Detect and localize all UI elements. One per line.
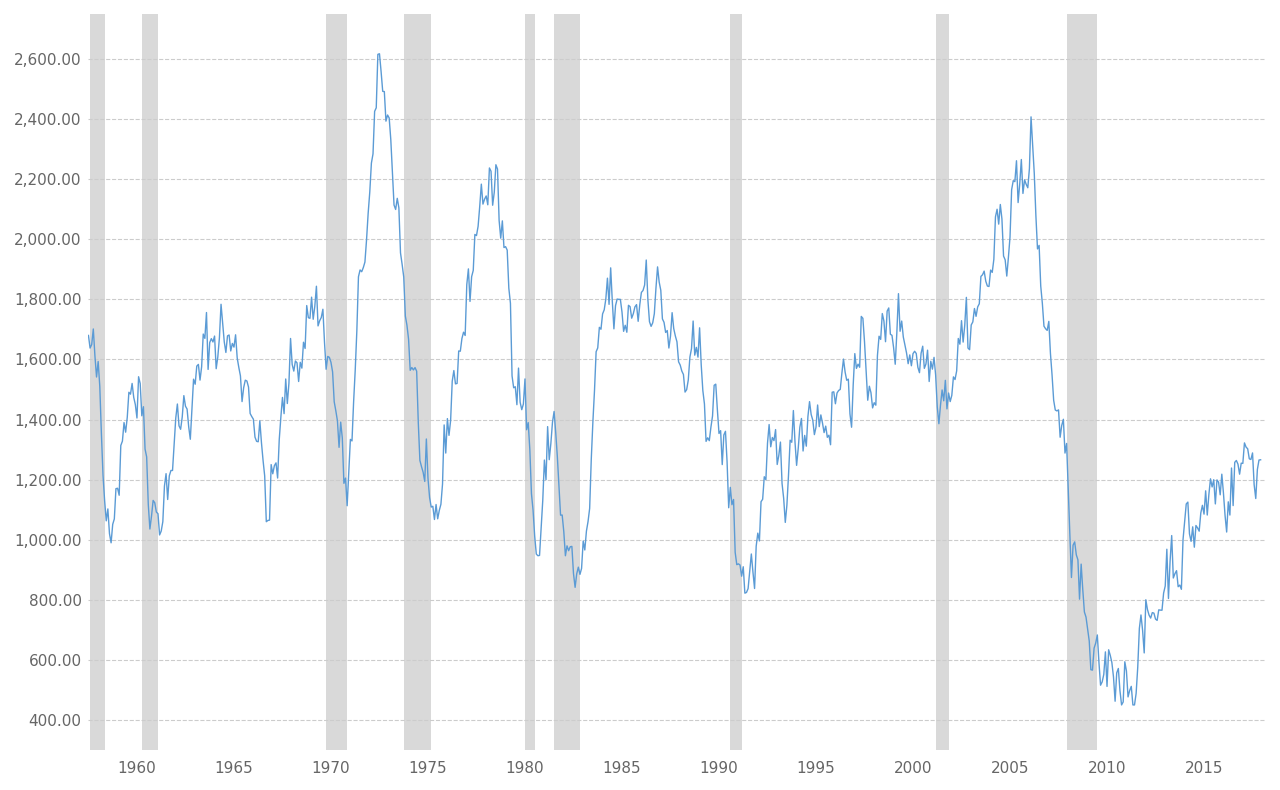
Bar: [142, 14, 157, 750]
Bar: [90, 14, 105, 750]
Bar: [1066, 14, 1097, 750]
Bar: [554, 14, 580, 750]
Bar: [326, 14, 347, 750]
Bar: [731, 14, 741, 750]
Bar: [403, 14, 431, 750]
Bar: [936, 14, 948, 750]
Bar: [525, 14, 535, 750]
